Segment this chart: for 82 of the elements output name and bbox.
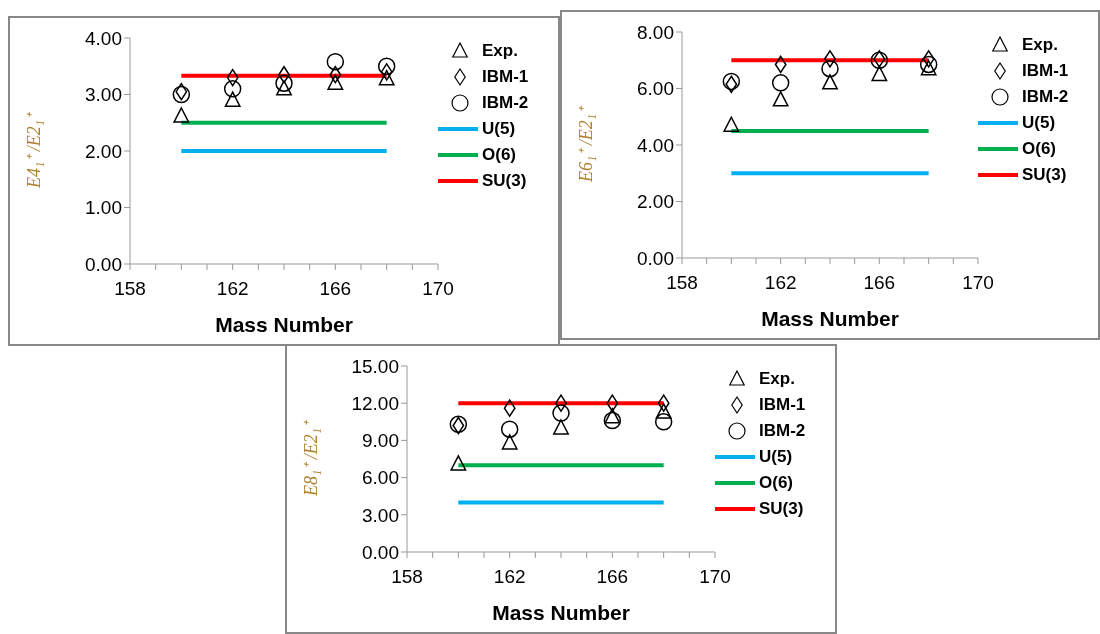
x-tick-label: 166 — [596, 566, 629, 588]
x-tick-label: 158 — [114, 278, 146, 300]
x-tick-label: 170 — [962, 272, 994, 294]
point — [922, 50, 935, 68]
point — [604, 408, 621, 424]
point — [771, 74, 790, 92]
point — [326, 53, 345, 71]
y-tick-label: 0.00 — [637, 247, 674, 269]
y-axis-title: E6₁⁺ /E2₁⁺ — [576, 105, 597, 184]
x-tick-label: 162 — [764, 272, 797, 294]
legend-label: Exp. — [759, 369, 795, 389]
point — [275, 74, 293, 92]
point — [772, 91, 789, 107]
x-axis-title: Mass Number — [215, 313, 353, 336]
point — [821, 59, 839, 78]
legend-label: O(6) — [482, 145, 516, 165]
y-tick-label: 4.00 — [637, 134, 674, 156]
point — [657, 394, 670, 412]
point — [503, 399, 516, 417]
point — [654, 413, 673, 431]
legend-label: IBM-2 — [759, 421, 806, 441]
point — [920, 59, 937, 76]
point — [606, 394, 619, 412]
point — [380, 63, 393, 81]
y-tick-label: 9.00 — [362, 430, 399, 452]
legend-label: IBM-2 — [482, 93, 529, 113]
point — [224, 91, 241, 107]
legend-label: U(5) — [759, 447, 793, 467]
point — [223, 80, 242, 98]
legend-label: IBM-1 — [1022, 61, 1069, 81]
point — [450, 455, 467, 471]
point — [327, 74, 344, 90]
y-axis-title: E8₁⁺ /E2₁⁺ — [301, 419, 322, 498]
legend-label: Exp. — [1022, 35, 1058, 55]
y-tick-label: 0.00 — [362, 541, 399, 563]
legend-label: Exp. — [482, 41, 518, 61]
x-axis-title: Mass Number — [492, 601, 630, 624]
y-tick-label: 6.00 — [362, 467, 399, 489]
point — [919, 55, 938, 74]
y-tick-label: 6.00 — [637, 78, 674, 100]
point — [378, 69, 395, 86]
legend-label: SU(3) — [1022, 165, 1067, 185]
x-tick-label: 158 — [666, 272, 698, 294]
legend-label: O(6) — [759, 473, 793, 493]
y-tick-label: 1.00 — [85, 197, 122, 219]
point — [822, 74, 838, 90]
y-tick-label: 8.00 — [637, 21, 674, 43]
y-tick-label: 4.00 — [85, 27, 122, 49]
point — [276, 80, 292, 96]
x-axis-title: Mass Number — [761, 307, 899, 330]
point — [173, 107, 190, 123]
y-tick-label: 15.00 — [351, 355, 399, 377]
x-tick-label: 158 — [391, 566, 423, 588]
point — [723, 116, 740, 132]
y-tick-label: 0.00 — [85, 253, 122, 275]
x-tick-label: 162 — [493, 566, 526, 588]
legend-label: U(5) — [482, 119, 516, 139]
y-tick-label: 3.00 — [85, 84, 122, 106]
point — [500, 420, 519, 438]
legend-label: IBM-1 — [759, 395, 806, 415]
y-tick-label: 2.00 — [85, 140, 122, 162]
point — [552, 404, 570, 422]
x-tick-label: 170 — [699, 566, 731, 588]
point — [603, 411, 622, 430]
point — [377, 57, 396, 75]
y-tick-label: 12.00 — [351, 392, 399, 414]
point — [553, 419, 569, 435]
point — [655, 403, 672, 419]
legend-label: O(6) — [1022, 139, 1056, 159]
legend-label: SU(3) — [759, 499, 804, 519]
legend-label: U(5) — [1022, 113, 1056, 133]
legend-label: SU(3) — [482, 171, 527, 191]
legend-label: IBM-2 — [1022, 87, 1069, 107]
y-tick-label: 3.00 — [362, 504, 399, 526]
point — [501, 434, 518, 450]
y-tick-label: 2.00 — [637, 191, 674, 213]
y-axis-title: E4₁⁺ /E2₁⁺ — [24, 111, 45, 190]
x-tick-label: 170 — [422, 278, 454, 300]
x-tick-label: 166 — [319, 278, 352, 300]
x-tick-label: 162 — [216, 278, 249, 300]
x-tick-label: 166 — [863, 272, 896, 294]
legend-label: IBM-1 — [482, 67, 529, 87]
